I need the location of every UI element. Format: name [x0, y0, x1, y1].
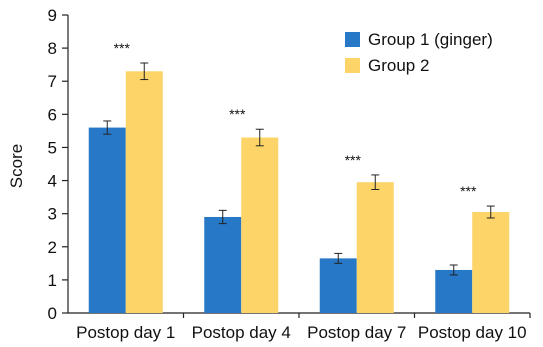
x-tick-label: Postop day 1: [76, 323, 175, 342]
y-tick-label: 4: [48, 172, 57, 191]
significance-markers: *** *** *** ***: [114, 40, 477, 199]
bar: [241, 137, 279, 313]
y-tick-label: 7: [48, 72, 57, 91]
bar: [204, 216, 242, 313]
y-tick-label: 5: [48, 138, 57, 157]
y-tick-labels: 0 1 2 3 4 5 6 7 8 9: [48, 6, 57, 323]
y-tick-label: 8: [48, 39, 57, 58]
legend: Group 1 (ginger) Group 2: [345, 30, 493, 75]
bars: [88, 71, 510, 314]
bar: [435, 269, 473, 313]
error-bars: [103, 62, 495, 276]
significance-label: ***: [114, 40, 131, 56]
x-tick-label: Postop day 10: [418, 323, 527, 342]
legend-swatch: [345, 32, 360, 47]
bar: [125, 71, 163, 314]
y-axis-label: Score: [7, 144, 26, 188]
y-tick-label: 6: [48, 105, 57, 124]
x-tick-label: Postop day 4: [192, 323, 291, 342]
legend-label: Group 1 (ginger): [368, 30, 493, 49]
legend-swatch: [345, 58, 360, 73]
significance-label: ***: [345, 152, 362, 168]
legend-label: Group 2: [368, 56, 429, 75]
y-tick-label: 3: [48, 205, 57, 224]
bar: [356, 182, 394, 313]
significance-label: ***: [229, 106, 246, 122]
x-tick-label: Postop day 7: [307, 323, 406, 342]
bar: [88, 127, 126, 313]
y-tick-label: 0: [48, 304, 57, 323]
x-tick-labels: Postop day 1 Postop day 4 Postop day 7 Post…: [76, 323, 526, 342]
y-tick-label: 1: [48, 271, 57, 290]
bar: [319, 258, 357, 313]
y-tick-label: 9: [48, 6, 57, 25]
significance-label: ***: [460, 183, 477, 199]
bar: [472, 212, 510, 313]
y-tick-label: 2: [48, 238, 57, 257]
